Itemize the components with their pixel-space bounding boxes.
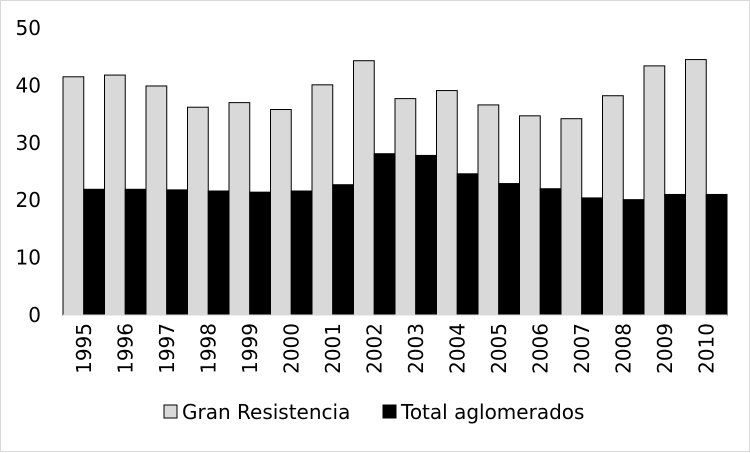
- y-tick-label: 30: [16, 131, 41, 155]
- bar-total-aglomerados: [705, 193, 728, 316]
- bar-gran-resistencia: [187, 106, 209, 316]
- bar-total-aglomerados: [290, 190, 313, 316]
- x-tick-label: 2002: [362, 323, 386, 374]
- bar-total-aglomerados: [581, 197, 603, 316]
- bar-gran-resistencia: [519, 115, 541, 316]
- bar-gran-resistencia: [270, 109, 292, 316]
- bar-gran-resistencia: [394, 98, 417, 316]
- x-tick-label: 2001: [321, 323, 345, 374]
- y-tick-label: 40: [16, 73, 41, 97]
- legend-item-gran-resistencia-label: Gran Resistencia: [182, 400, 350, 424]
- x-tick-label: 1999: [238, 323, 262, 374]
- bar-total-aglomerados: [539, 188, 562, 316]
- x-tick-label: 2008: [611, 323, 635, 374]
- legend: Gran Resistencia Total aglomerados: [163, 400, 584, 424]
- bar-total-aglomerados: [373, 153, 396, 316]
- bar-gran-resistencia: [353, 60, 375, 316]
- x-tick-label: 1998: [196, 323, 220, 374]
- bar-total-aglomerados: [456, 173, 479, 316]
- x-tick-label: 2007: [570, 323, 594, 374]
- legend-item-total-aglomerados-swatch: [382, 404, 397, 419]
- y-tick-label: 10: [16, 246, 41, 270]
- bar-total-aglomerados: [664, 193, 686, 316]
- y-tick-label: 20: [16, 188, 41, 212]
- x-tick-label: 2004: [445, 323, 469, 374]
- y-tick-label: 0: [28, 303, 41, 327]
- x-tick-label: 2000: [279, 323, 303, 374]
- x-axis-ticks: 1995 1996 1997 1998 1999 2000 2001 2002 2003 2004…: [72, 323, 719, 374]
- legend-item-gran-resistencia-swatch: [163, 404, 178, 419]
- bar-gran-resistencia: [228, 102, 251, 316]
- bar-total-aglomerados: [166, 189, 188, 316]
- x-tick-label: 1995: [72, 323, 96, 374]
- bar-total-aglomerados: [207, 190, 230, 316]
- x-tick-label: 1996: [113, 323, 137, 374]
- bar-total-aglomerados: [415, 154, 437, 316]
- legend-item-total-aglomerados-label: Total aglomerados: [400, 400, 584, 424]
- bar-gran-resistencia: [62, 76, 85, 316]
- bar-gran-resistencia: [477, 104, 500, 316]
- bar-total-aglomerados: [498, 183, 520, 316]
- x-tick-label: 2005: [487, 323, 511, 374]
- bar-total-aglomerados: [124, 188, 147, 316]
- bar-gran-resistencia: [436, 90, 458, 316]
- y-tick-label: 50: [16, 16, 41, 40]
- x-tick-label: 2006: [528, 323, 552, 374]
- bar-gran-resistencia: [104, 74, 126, 316]
- y-axis-ticks: 0 10 20 30 40 50: [16, 16, 41, 327]
- bar-gran-resistencia: [643, 65, 666, 316]
- bars: [62, 59, 728, 316]
- bar-total-aglomerados: [83, 188, 105, 316]
- x-tick-label: 1997: [155, 323, 179, 374]
- bar-gran-resistencia: [602, 95, 624, 316]
- bar-gran-resistencia: [311, 84, 334, 316]
- x-tick-label: 2009: [653, 323, 677, 374]
- bar-total-aglomerados: [249, 191, 271, 316]
- x-tick-label: 2003: [404, 323, 428, 374]
- x-tick-label: 2010: [694, 323, 718, 374]
- bar-gran-resistencia: [685, 59, 707, 316]
- bar-total-aglomerados: [332, 184, 354, 316]
- bar-gran-resistencia: [145, 85, 168, 316]
- bar-total-aglomerados: [622, 199, 645, 316]
- bar-gran-resistencia: [560, 118, 583, 316]
